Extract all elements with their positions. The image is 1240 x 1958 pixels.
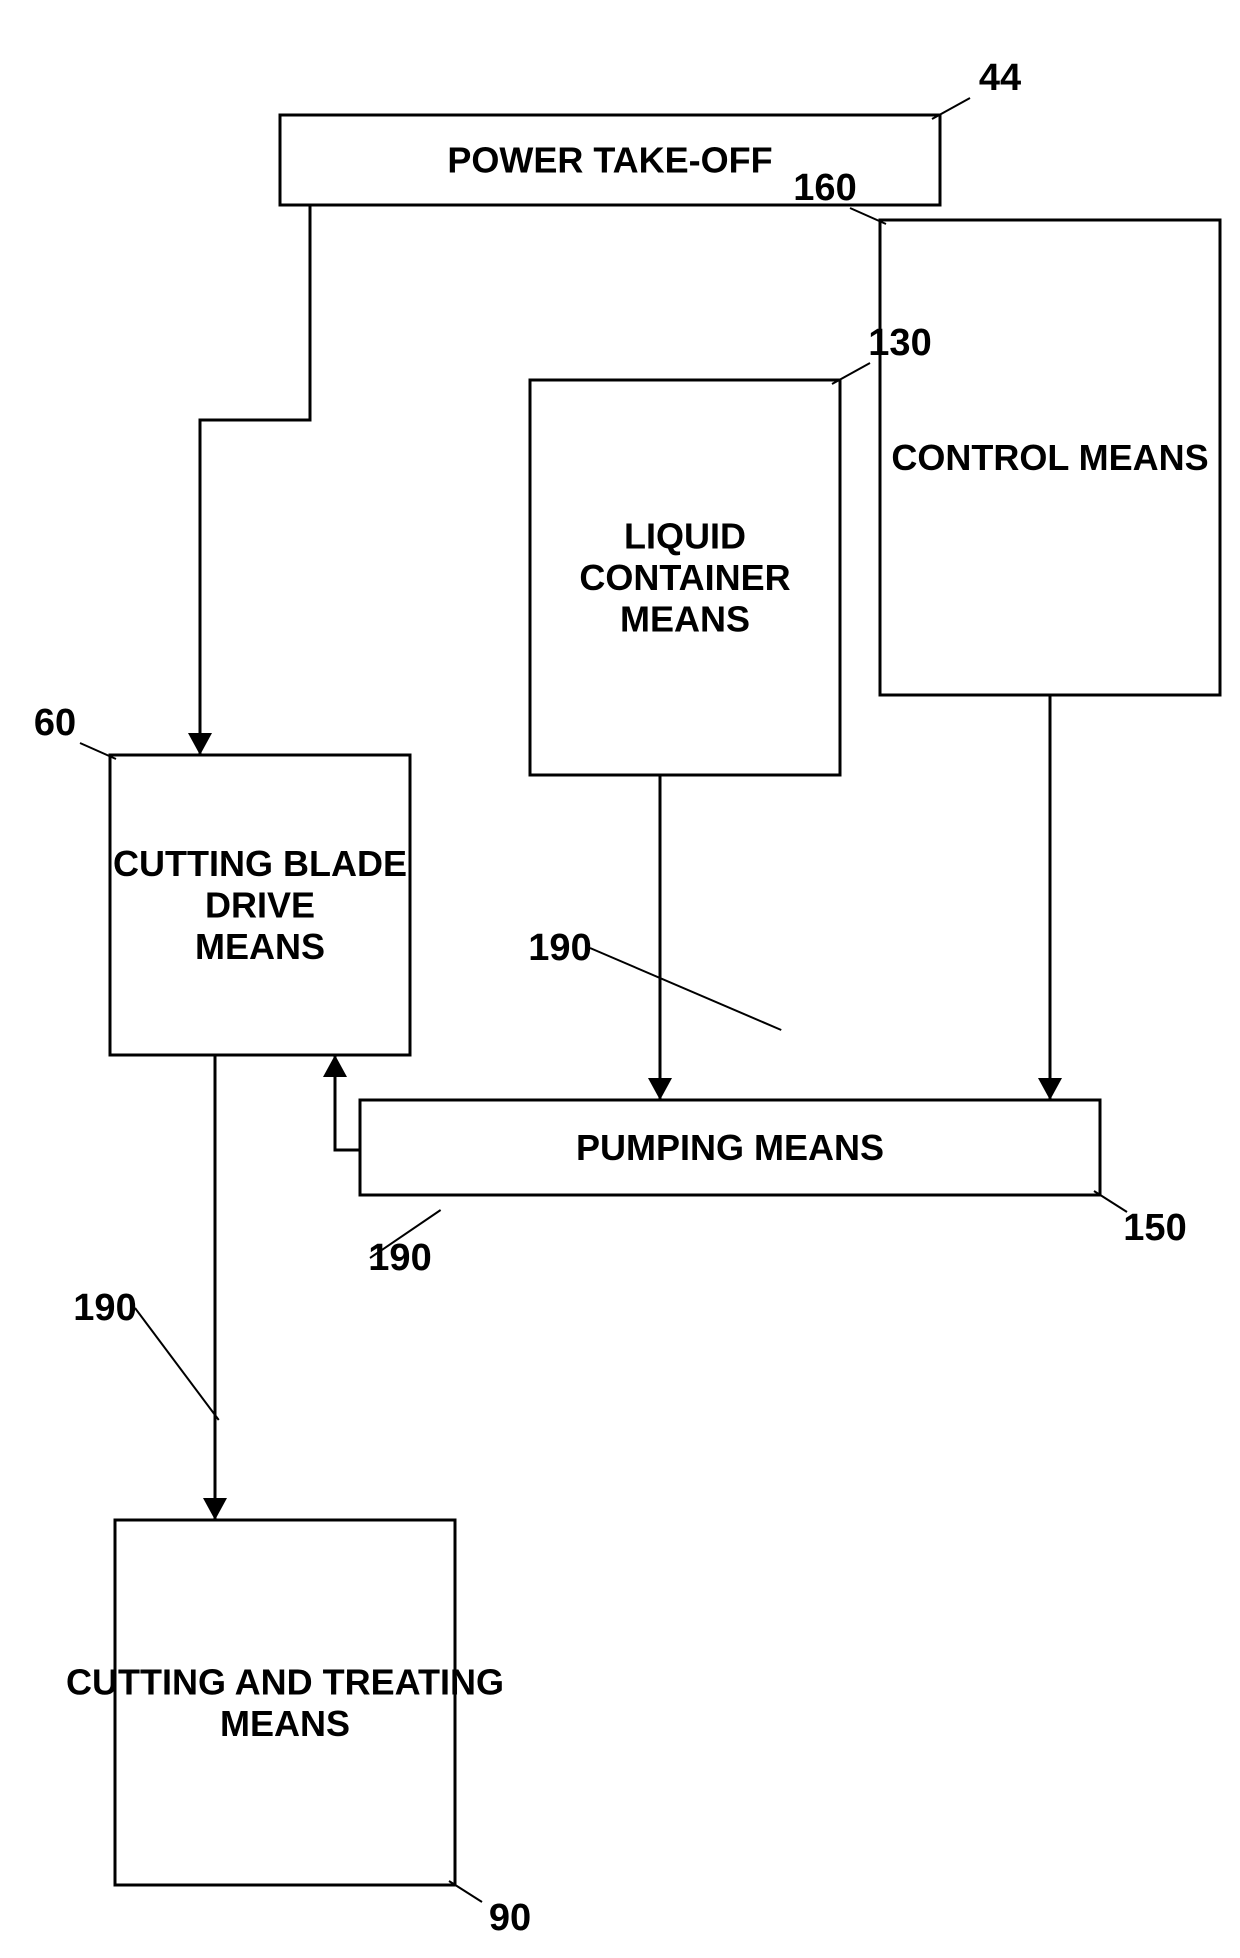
edge-ref-leader-lcm_to_pump [590, 948, 781, 1030]
node-label-pto: POWER TAKE-OFF [447, 140, 772, 181]
node-ref-ctrl: 160 [793, 167, 856, 209]
edge-ref-leader-cbdm_to_ctm [135, 1308, 219, 1420]
node-label-ctrl: CONTROL MEANS [891, 437, 1208, 478]
node-label-lcm: LIQUID [624, 516, 746, 557]
edge-pto_to_cbdm [200, 205, 310, 755]
node-ref-leader-pto [932, 98, 970, 119]
node-ref-cbdm: 60 [34, 702, 76, 744]
node-label-cbdm: DRIVE [205, 885, 315, 926]
node-ref-leader-ctrl [850, 208, 886, 224]
node-ref-pto: 44 [979, 57, 1021, 99]
node-label-cbdm: MEANS [195, 926, 325, 967]
node-label-lcm: CONTAINER [579, 557, 790, 598]
node-ref-pump: 150 [1123, 1207, 1186, 1249]
node-ref-leader-cbdm [80, 743, 116, 759]
node-label-cbdm: CUTTING BLADE [113, 843, 407, 884]
node-ref-lcm: 130 [868, 322, 931, 364]
arrowhead [323, 1055, 347, 1077]
arrowhead [648, 1078, 672, 1100]
arrowhead [1038, 1078, 1062, 1100]
node-ref-ctm: 90 [489, 1897, 531, 1939]
edge-ref-cbdm_to_ctm: 190 [73, 1287, 136, 1329]
node-label-pump: PUMPING MEANS [576, 1127, 884, 1168]
arrowhead [188, 733, 212, 755]
node-label-ctm: MEANS [220, 1703, 350, 1744]
edge-ref-pump_to_cbdm: 190 [368, 1237, 431, 1279]
arrowhead [203, 1498, 227, 1520]
node-ref-leader-pump [1094, 1191, 1127, 1212]
edge-ref-lcm_to_pump: 190 [528, 927, 591, 969]
node-label-ctm: CUTTING AND TREATING [66, 1661, 504, 1702]
node-label-lcm: MEANS [620, 599, 750, 640]
node-ref-leader-ctm [449, 1881, 482, 1902]
node-ref-leader-lcm [832, 363, 870, 384]
